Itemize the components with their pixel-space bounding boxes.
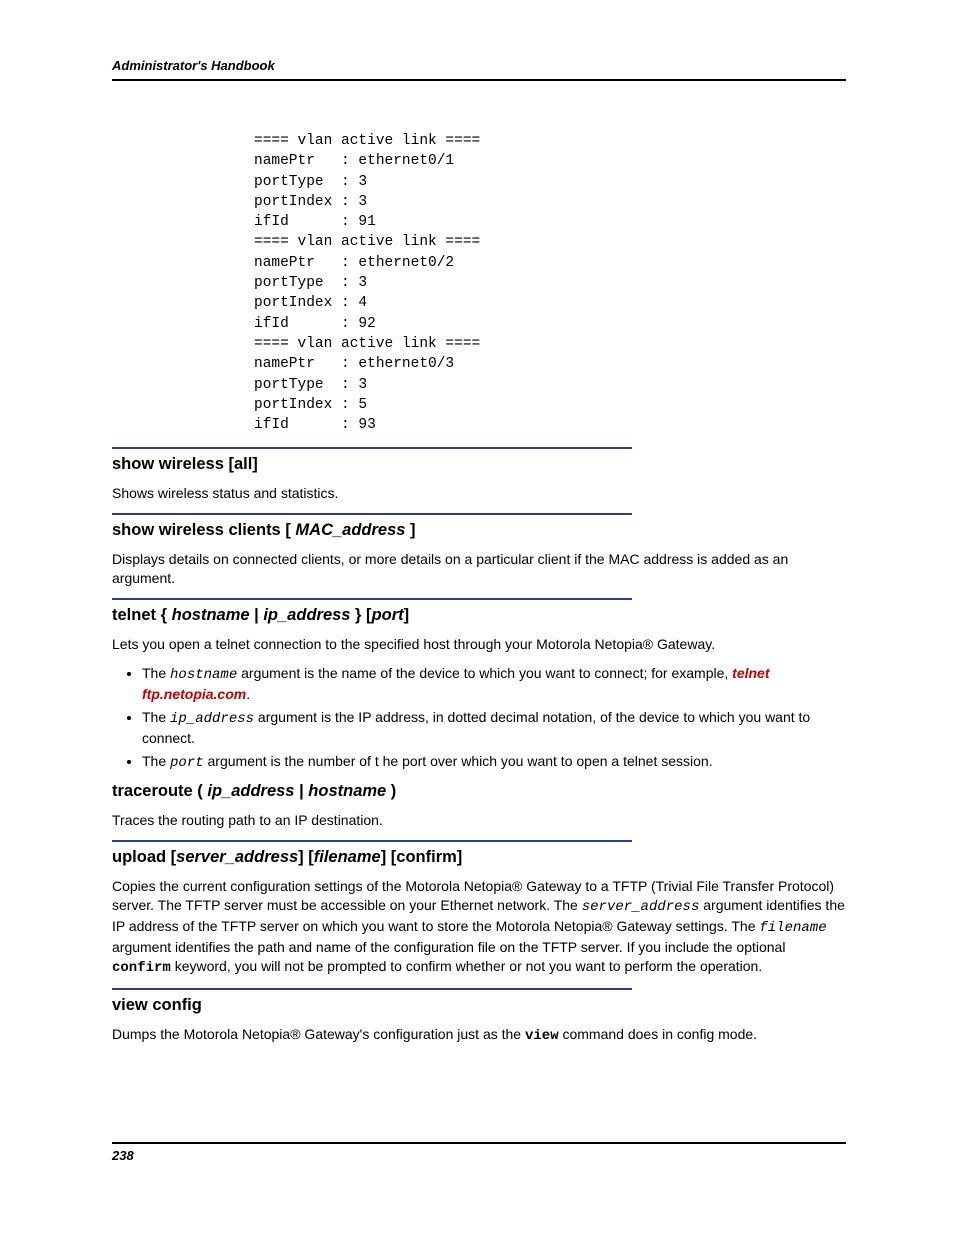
- heading-arg1: server_address: [176, 848, 298, 866]
- heading-pre: telnet {: [112, 606, 172, 624]
- body-show-wireless-all: Shows wireless status and statistics.: [112, 484, 846, 503]
- heading-upload: upload [server_address] [filename] [conf…: [112, 848, 846, 867]
- u-mono3: confirm: [112, 960, 171, 976]
- heading-arg2: filename: [314, 848, 381, 866]
- heading-mid: |: [294, 782, 308, 800]
- heading-show-wireless-clients: show wireless clients [ MAC_address ]: [112, 521, 846, 540]
- heading-arg3: port: [372, 606, 404, 624]
- b2-pre: The: [142, 709, 170, 725]
- b3-mono: port: [170, 755, 204, 771]
- telnet-bullets: The hostname argument is the name of the…: [112, 664, 846, 772]
- vc-post: command does in config mode.: [559, 1026, 757, 1042]
- heading-arg2: hostname: [308, 782, 386, 800]
- heading-text: view config: [112, 996, 202, 1014]
- b1-mid: argument is the name of the device to wh…: [237, 665, 732, 681]
- section-rule: [112, 988, 632, 990]
- body-telnet: Lets you open a telnet connection to the…: [112, 635, 846, 654]
- u-post: keyword, you will not be prompted to con…: [171, 958, 762, 974]
- u-mid2: argument identifies the path and name of…: [112, 939, 785, 955]
- page: Administrator's Handbook ==== vlan activ…: [0, 0, 954, 1235]
- b3-pre: The: [142, 753, 170, 769]
- running-header: Administrator's Handbook: [112, 58, 846, 81]
- u-mono2: filename: [759, 920, 826, 936]
- vc-mono: view: [525, 1028, 559, 1044]
- heading-post: ]: [405, 521, 415, 539]
- heading-post: ] [confirm]: [381, 848, 463, 866]
- bullet-port: The port argument is the number of t he …: [142, 752, 846, 773]
- page-footer: 238: [112, 1142, 846, 1163]
- b2-mono: ip_address: [170, 711, 254, 727]
- heading-traceroute: traceroute ( ip_address | hostname ): [112, 782, 846, 801]
- section-rule: [112, 598, 632, 600]
- heading-pre: traceroute (: [112, 782, 207, 800]
- b1-post: .: [246, 686, 250, 702]
- section-rule: [112, 840, 632, 842]
- u-mono1: server_address: [582, 899, 700, 915]
- heading-arg2: ip_address: [263, 606, 350, 624]
- body-view-config: Dumps the Motorola Netopia® Gateway's co…: [112, 1025, 846, 1046]
- body-show-wireless-clients: Displays details on connected clients, o…: [112, 550, 846, 588]
- heading-text: show wireless [all]: [112, 455, 258, 473]
- heading-arg1: ip_address: [207, 782, 294, 800]
- header-title: Administrator's Handbook: [112, 58, 275, 73]
- bullet-ipaddress: The ip_address argument is the IP addres…: [142, 708, 846, 748]
- b3-post: argument is the number of t he port over…: [204, 753, 713, 769]
- heading-show-wireless-all: show wireless [all]: [112, 455, 846, 474]
- body-upload: Copies the current configuration setting…: [112, 877, 846, 977]
- page-number: 238: [112, 1148, 134, 1163]
- b1-mono: hostname: [170, 667, 237, 683]
- heading-arg1: hostname: [172, 606, 250, 624]
- b1-pre: The: [142, 665, 170, 681]
- heading-post: ): [386, 782, 396, 800]
- heading-mid1: |: [250, 606, 264, 624]
- section-rule: [112, 513, 632, 515]
- heading-telnet: telnet { hostname | ip_address } [port]: [112, 606, 846, 625]
- bullet-hostname: The hostname argument is the name of the…: [142, 664, 846, 704]
- heading-post: ]: [404, 606, 410, 624]
- body-traceroute: Traces the routing path to an IP destina…: [112, 811, 846, 830]
- heading-mid1: ] [: [298, 848, 314, 866]
- vlan-code-block: ==== vlan active link ==== namePtr : eth…: [254, 131, 846, 435]
- heading-pre: show wireless clients [: [112, 521, 295, 539]
- vc-pre: Dumps the Motorola Netopia® Gateway's co…: [112, 1026, 525, 1042]
- heading-mid2: } [: [350, 606, 371, 624]
- heading-arg: MAC_address: [295, 521, 405, 539]
- heading-pre: upload [: [112, 848, 176, 866]
- section-rule: [112, 447, 632, 449]
- heading-view-config: view config: [112, 996, 846, 1015]
